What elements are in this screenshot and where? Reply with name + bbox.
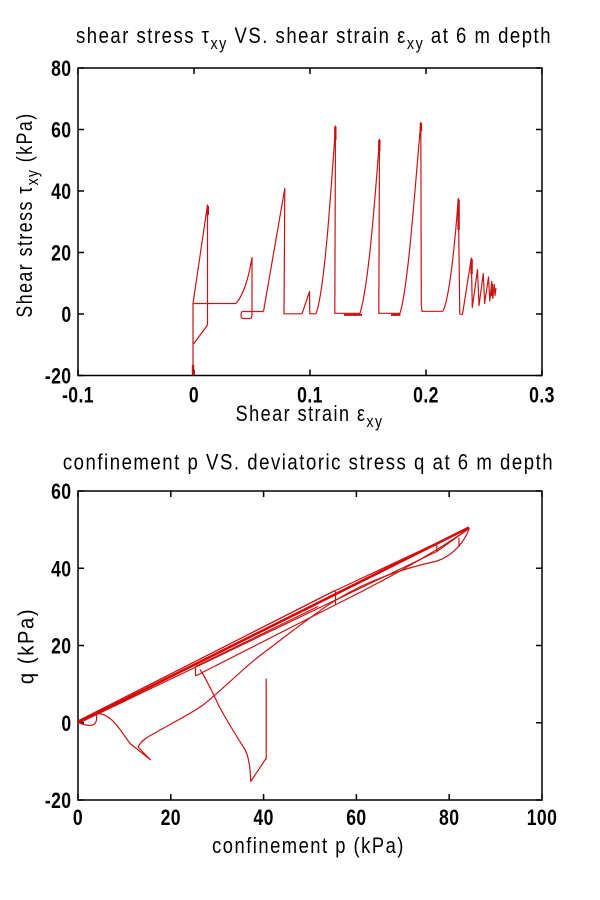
svg-text:0.3: 0.3 — [529, 384, 555, 408]
svg-text:confinement p VS. deviatoric s: confinement p VS. deviatoric stress q at… — [63, 451, 554, 475]
svg-text:60: 60 — [51, 119, 71, 143]
svg-text:20: 20 — [51, 635, 71, 659]
svg-text:-20: -20 — [45, 365, 72, 389]
svg-text:confinement p (kPa): confinement p (kPa) — [212, 835, 405, 859]
svg-text:60: 60 — [346, 806, 366, 830]
svg-text:q (kPa): q (kPa) — [15, 608, 39, 684]
svg-text:0: 0 — [61, 712, 71, 736]
svg-text:-20: -20 — [45, 789, 72, 813]
svg-text:0: 0 — [61, 303, 71, 327]
svg-text:20: 20 — [51, 242, 71, 266]
svg-text:40: 40 — [51, 557, 71, 581]
svg-text:-0.1: -0.1 — [62, 384, 94, 408]
svg-text:0.1: 0.1 — [297, 384, 323, 408]
svg-text:20: 20 — [161, 806, 181, 830]
svg-text:40: 40 — [253, 806, 273, 830]
svg-text:60: 60 — [51, 480, 71, 504]
svg-text:80: 80 — [51, 57, 71, 81]
svg-text:40: 40 — [51, 180, 71, 204]
svg-text:100: 100 — [527, 806, 558, 830]
svg-text:0: 0 — [189, 384, 199, 408]
svg-text:0.2: 0.2 — [413, 384, 439, 408]
svg-text:0: 0 — [73, 806, 83, 830]
svg-text:80: 80 — [439, 806, 459, 830]
